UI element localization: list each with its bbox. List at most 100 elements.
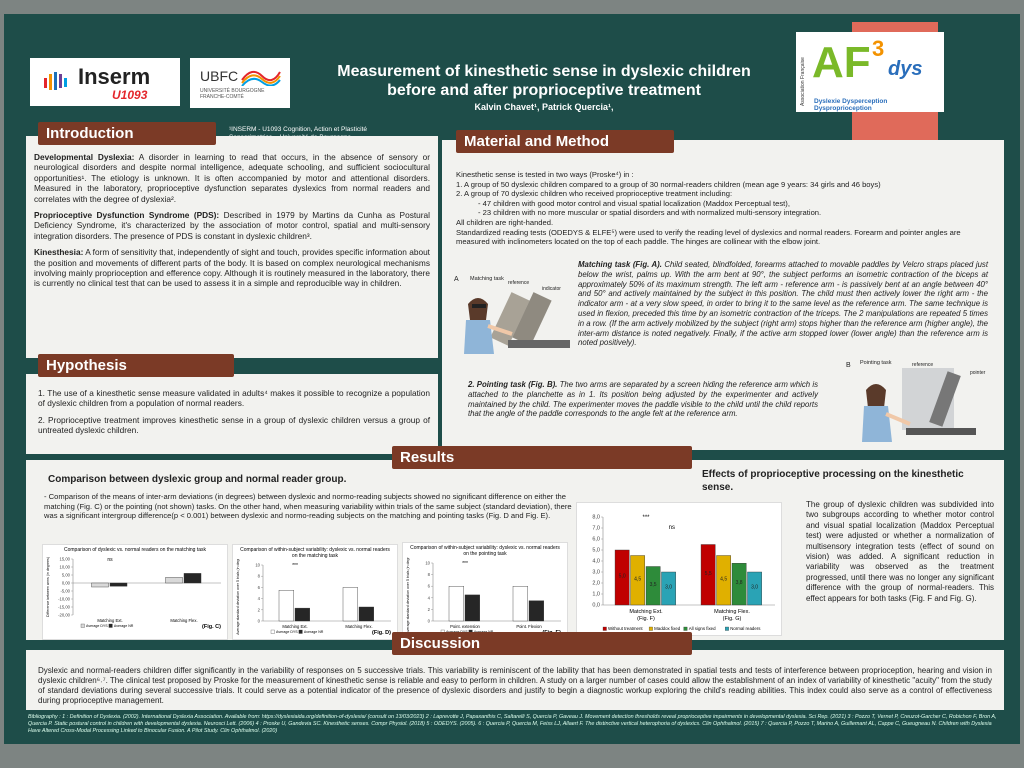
results-text: - Comparison of the means of inter-arm d… xyxy=(44,492,572,521)
legend-label: All signs fixed xyxy=(689,626,716,631)
method-line: Standardized reading tests (ODEDYS & ELF… xyxy=(456,227,961,247)
bar xyxy=(700,544,716,606)
bar xyxy=(342,587,358,622)
y-axis-label: Difference between arms (in degrees) xyxy=(46,557,50,617)
y-tick-label: 5,0 xyxy=(592,548,600,554)
discussion-text: Dyslexic and normal-readers children dif… xyxy=(38,666,992,705)
y-tick-label: 2 xyxy=(258,607,261,612)
term: Kinesthesia: xyxy=(34,247,84,258)
y-tick-label: 0,0 xyxy=(592,603,600,609)
y-tick-label: 0,00 xyxy=(62,581,71,586)
y-tick-label: 8 xyxy=(258,574,261,579)
af-exp: 3 xyxy=(872,36,885,61)
x-tick-label: Matching Ext. xyxy=(282,624,307,629)
inserm-name: Inserm xyxy=(78,64,151,89)
significance: *** xyxy=(292,563,298,569)
x-tick-label: Point. Flexion xyxy=(516,624,542,629)
bar xyxy=(294,607,310,622)
task-b: 2. Pointing task (Fig. B). The two arms … xyxy=(468,380,818,419)
legend-swatch xyxy=(648,626,653,631)
method-box: Kinesthetic sense is tested in two ways … xyxy=(442,140,1004,450)
term: Matching task (Fig. A). xyxy=(578,260,662,269)
text: Child seated, blindfolded, forearms atta… xyxy=(578,260,988,348)
fig-label: pointer xyxy=(970,370,986,376)
bar xyxy=(731,563,747,606)
x-tick-label: Matching Flex. xyxy=(714,609,750,615)
y-tick-label: 10 xyxy=(255,563,260,568)
y-tick-label: 2 xyxy=(428,607,431,612)
poster: Inserm U1093 UBFC UNIVERSITÉ BOURGOGNE F… xyxy=(4,14,1020,744)
y-axis-label: Average standard deviation over 5 trials… xyxy=(236,559,240,635)
y-tick-label: 4 xyxy=(428,595,431,600)
method-line: 2. A group of 70 dyslexic children who r… xyxy=(456,189,733,199)
fig-label: indicator xyxy=(542,286,561,292)
ubfc-waves xyxy=(241,70,281,86)
chart: Comparison of dyslexic vs. normal reader… xyxy=(42,544,228,640)
bar xyxy=(165,577,183,584)
x-tick-label: Matching Ext. xyxy=(629,609,663,615)
fig-label: Pointing task xyxy=(860,360,892,366)
hypothesis-box: 1. The use of a kinesthetic sense measur… xyxy=(26,374,438,454)
y-tick-label: 15,00 xyxy=(60,557,71,562)
y-tick-label: 8 xyxy=(428,572,431,577)
ubfc-logo: UBFC UNIVERSITÉ BOURGOGNE FRANCHE-COMTÉ xyxy=(190,58,290,108)
y-tick-label: 1,0 xyxy=(592,592,600,598)
title: Measurement of kinesthetic sense in dysl… xyxy=(337,63,751,99)
text: Described in 1979 by Martins da Cunha as… xyxy=(34,210,430,241)
fig-label: Matching task xyxy=(470,276,504,282)
authors: Kalvin Chavet¹, Patrick Quercia¹, xyxy=(474,102,614,112)
bar xyxy=(183,573,202,584)
af-sub: Dyslexie Dysperception Dysproprioception xyxy=(814,98,888,112)
bar xyxy=(278,590,294,622)
af-side: Association Française xyxy=(800,57,806,106)
section-heading: Material and Method xyxy=(456,130,674,153)
inserm-logo: Inserm U1093 xyxy=(30,58,180,106)
y-tick-label: 7,0 xyxy=(592,526,600,532)
bar xyxy=(747,571,762,606)
y-tick-label: 6 xyxy=(428,584,431,589)
y-tick-label: 10,00 xyxy=(60,565,71,570)
legend-swatch xyxy=(80,623,85,628)
legend-label: Without treatment xyxy=(608,626,643,631)
y-tick-label: 6,0 xyxy=(592,537,600,543)
y-tick-label: 0 xyxy=(258,619,261,624)
value-label: 3,0 xyxy=(665,585,672,591)
legend-label: Average NR xyxy=(304,630,324,634)
fig-letter: B xyxy=(846,362,851,369)
legend-swatch xyxy=(298,629,303,634)
bar xyxy=(614,549,630,606)
results-text: The group of dyslexic children was subdi… xyxy=(806,500,994,603)
term: Proprioceptive Dysfunction Syndrome (PDS… xyxy=(34,210,220,221)
fig-label: reference xyxy=(912,362,934,368)
chart: Comparison of within-subject variability… xyxy=(232,544,398,640)
legend-label: Normal readers xyxy=(730,626,761,631)
y-tick-label: 4,0 xyxy=(592,559,600,565)
legend-swatch xyxy=(683,626,688,631)
x-tick-label: Matching Flex. xyxy=(170,618,197,623)
y-tick-label: 5,00 xyxy=(62,573,71,578)
chart-title: Comparison of dyslexic vs. normal reader… xyxy=(63,547,206,553)
figure-label: (Fig. D) xyxy=(372,630,391,636)
y-tick-label: -20,00 xyxy=(58,613,71,618)
bar xyxy=(358,606,374,622)
y-tick-label: 8,0 xyxy=(592,515,600,521)
text: A disorder in learning to read that occu… xyxy=(34,152,430,204)
intro-paragraph: Developmental Dyslexia: A disorder in le… xyxy=(34,152,430,204)
y-tick-label: 10 xyxy=(425,561,430,566)
figure-a xyxy=(464,292,570,354)
term: 2. Pointing task (Fig. B). xyxy=(468,380,558,389)
chart-title: Comparison of within-subject variability… xyxy=(240,547,390,559)
text: The two arms are separated by a screen h… xyxy=(468,380,818,419)
value-label: 3,0 xyxy=(751,585,758,591)
discussion-box: Dyslexic and normal-readers children dif… xyxy=(26,650,1004,710)
af-letters: AF xyxy=(812,38,871,87)
bibliography: Bibliography : 1 : Definition of Dyslexi… xyxy=(28,714,997,734)
intro-paragraph: Kinesthesia: A form of sensitivity that,… xyxy=(34,247,430,289)
method-lines: Kinesthetic sense is tested in two ways … xyxy=(456,170,996,247)
value-label: 3,8 xyxy=(736,580,743,586)
af3dys-logo: Association Française AF 3 dys Dyslexie … xyxy=(796,32,944,112)
significance: *** xyxy=(462,561,468,567)
x-tick-label: Point. extension xyxy=(450,624,480,629)
legend-swatch xyxy=(108,623,113,628)
